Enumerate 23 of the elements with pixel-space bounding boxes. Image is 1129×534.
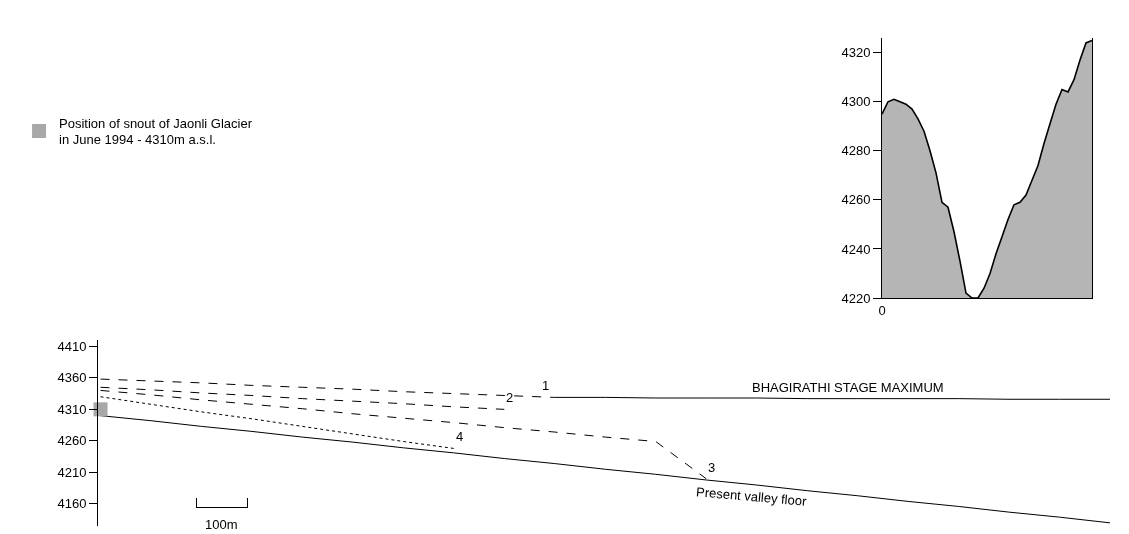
y-tick-label: 4320 — [841, 45, 871, 61]
series-label: 1 — [542, 378, 550, 393]
y-tick-label: 4360 — [57, 370, 87, 386]
y-tick-label: 4260 — [57, 433, 87, 449]
annotation: Present valley floor — [695, 484, 808, 509]
legend-label: Position of snout of Jaonli Glacier in June 1994 - 4310m a.s.l. — [59, 115, 253, 148]
y-tick-label: 4240 — [841, 241, 871, 257]
series-label: 3 — [708, 460, 716, 475]
y-tick-label: 4300 — [841, 94, 871, 110]
y-tick-label: 4210 — [57, 464, 87, 480]
y-tick-label: 4410 — [57, 338, 87, 354]
annotation: 100m — [205, 517, 238, 532]
y-tick-label: 4220 — [841, 290, 871, 306]
series-label: 2 — [506, 390, 514, 405]
y-tick-label: 4260 — [841, 192, 871, 208]
y-tick-label: 4160 — [57, 496, 87, 512]
y-tick-label: 4280 — [841, 143, 871, 159]
line-series — [100, 396, 455, 449]
x-tick-label: 0 — [878, 302, 886, 318]
line-series — [100, 386, 505, 410]
series-label: 4 — [456, 429, 464, 444]
y-tick-label: 4310 — [57, 401, 87, 417]
annotation: BHAGIRATHI STAGE MAXIMUM — [752, 380, 944, 395]
